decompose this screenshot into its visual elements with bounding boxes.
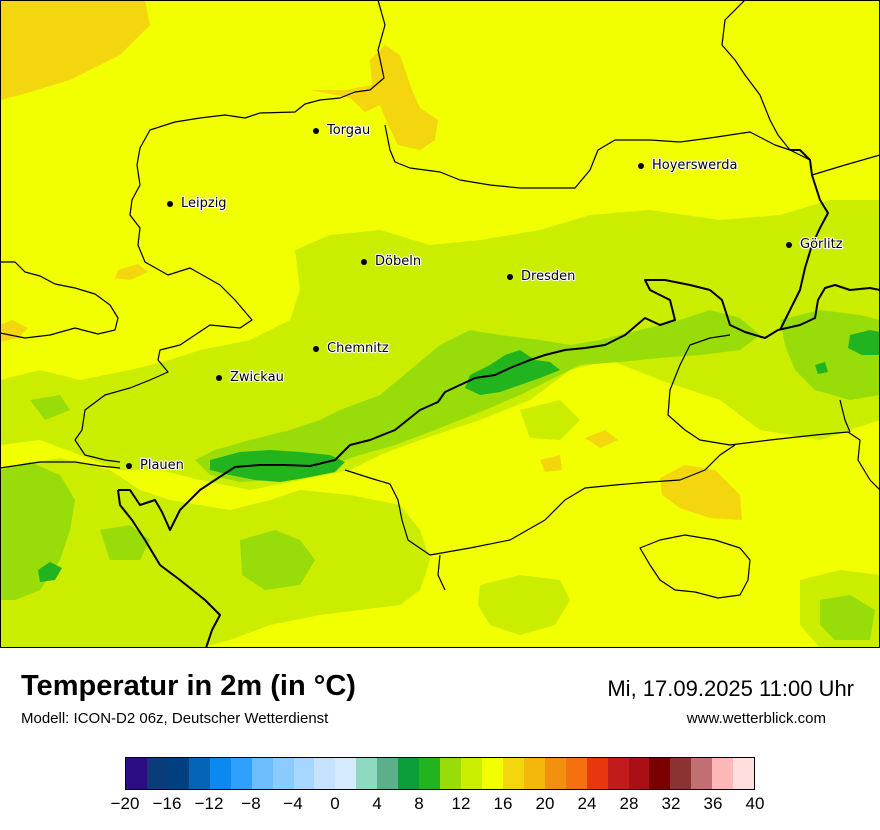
temperature-map: Torgau Leipzig Hoyerswerda Görlitz Döbel… xyxy=(0,0,880,648)
scale-tick-label: 20 xyxy=(535,794,555,813)
scale-color-cell xyxy=(670,758,692,789)
model-info: Modell: ICON-D2 06z, Deutscher Wetterdie… xyxy=(21,710,329,727)
scale-color-cell xyxy=(188,758,210,789)
scale-tick-label: 16 xyxy=(493,794,513,813)
scale-color-cell xyxy=(146,758,168,789)
city-hoyerswerda: Hoyerswerda xyxy=(638,157,739,174)
city-torgau: Torgau xyxy=(313,122,371,139)
warm-areas xyxy=(0,0,742,520)
border-lines xyxy=(0,0,880,648)
city-leipzig: Leipzig xyxy=(167,195,228,212)
svg-text:Döbeln: Döbeln xyxy=(375,254,421,269)
datetime: Mi, 17.09.2025 11:00 Uhr xyxy=(607,676,854,701)
svg-text:Dresden: Dresden xyxy=(521,269,575,284)
scale-tick-label: 28 xyxy=(619,794,639,813)
scale-color-cell xyxy=(335,758,357,789)
scale-tick-label: −20 xyxy=(110,794,140,813)
scale-color-cell xyxy=(481,758,503,789)
scale-tick-label: 8 xyxy=(414,794,424,813)
scale-color-cell xyxy=(377,758,399,789)
scale-color-cell xyxy=(502,758,524,789)
scale-tick-label: 32 xyxy=(661,794,681,813)
scale-color-cell xyxy=(544,758,566,789)
scale-tick-label: −16 xyxy=(152,794,182,813)
scale-color-cell xyxy=(712,758,734,789)
scale-color-cell xyxy=(440,758,461,789)
city-zwickau: Zwickau xyxy=(216,369,285,386)
scale-tick-label: 12 xyxy=(451,794,471,813)
mid-green-areas xyxy=(0,310,880,640)
scale-color-cell xyxy=(230,758,252,789)
scale-tick-label: 36 xyxy=(703,794,723,813)
svg-text:Hoyerswerda: Hoyerswerda xyxy=(652,158,738,173)
footer: Temperatur in 2m (in °C) Modell: ICON-D2… xyxy=(0,648,880,830)
scale-color-cell xyxy=(398,758,420,789)
svg-text:Plauen: Plauen xyxy=(140,458,184,473)
scale-tick-label: 40 xyxy=(745,794,765,813)
scale-ticks: −20 −16 −12 −8 −4 0 4 8 12 16 20 24 28 32 36 40 xyxy=(0,794,880,824)
svg-text:Zwickau: Zwickau xyxy=(230,370,284,385)
website-link[interactable]: www.wetterblick.com xyxy=(686,710,826,727)
scale-color-cell xyxy=(691,758,713,789)
scale-tick-label: 0 xyxy=(330,794,340,813)
scale-tick-label: −12 xyxy=(194,794,224,813)
scale-color-cell xyxy=(523,758,545,789)
scale-color-cell xyxy=(586,758,608,789)
svg-text:Torgau: Torgau xyxy=(326,123,370,138)
scale-color-cell xyxy=(209,758,231,789)
city-plauen: Plauen xyxy=(126,457,185,474)
city-chemnitz: Chemnitz xyxy=(313,340,390,357)
city-goerlitz: Görlitz xyxy=(786,236,844,253)
scale-color-cell xyxy=(419,758,441,789)
scale-color-cell xyxy=(628,758,650,789)
city-dresden: Dresden xyxy=(507,268,576,285)
scale-tick-label: −8 xyxy=(241,794,261,813)
scale-color-cell xyxy=(461,758,482,789)
scale-tick-label: −4 xyxy=(283,794,303,813)
svg-text:Chemnitz: Chemnitz xyxy=(327,341,389,356)
svg-text:Leipzig: Leipzig xyxy=(181,196,227,211)
scale-color-cell xyxy=(733,758,755,789)
scale-color-cell xyxy=(565,758,587,789)
city-markers: Torgau Leipzig Hoyerswerda Görlitz Döbel… xyxy=(126,122,844,474)
scale-tick-label: 24 xyxy=(577,794,597,813)
scale-color-cell xyxy=(649,758,671,789)
scale-tick-label: 4 xyxy=(372,794,382,813)
scale-color-cell xyxy=(126,758,147,789)
scale-color-cell xyxy=(272,758,294,789)
scale-color-cell xyxy=(293,758,315,789)
color-scale xyxy=(125,757,755,790)
map-title: Temperatur in 2m (in °C) xyxy=(21,670,356,702)
scale-color-cell xyxy=(167,758,189,789)
scale-color-cell xyxy=(607,758,629,789)
scale-color-cell xyxy=(356,758,378,789)
svg-text:Görlitz: Görlitz xyxy=(800,237,843,252)
scale-color-cell xyxy=(251,758,273,789)
city-doebeln: Döbeln xyxy=(361,253,422,270)
scale-color-cell xyxy=(314,758,336,789)
